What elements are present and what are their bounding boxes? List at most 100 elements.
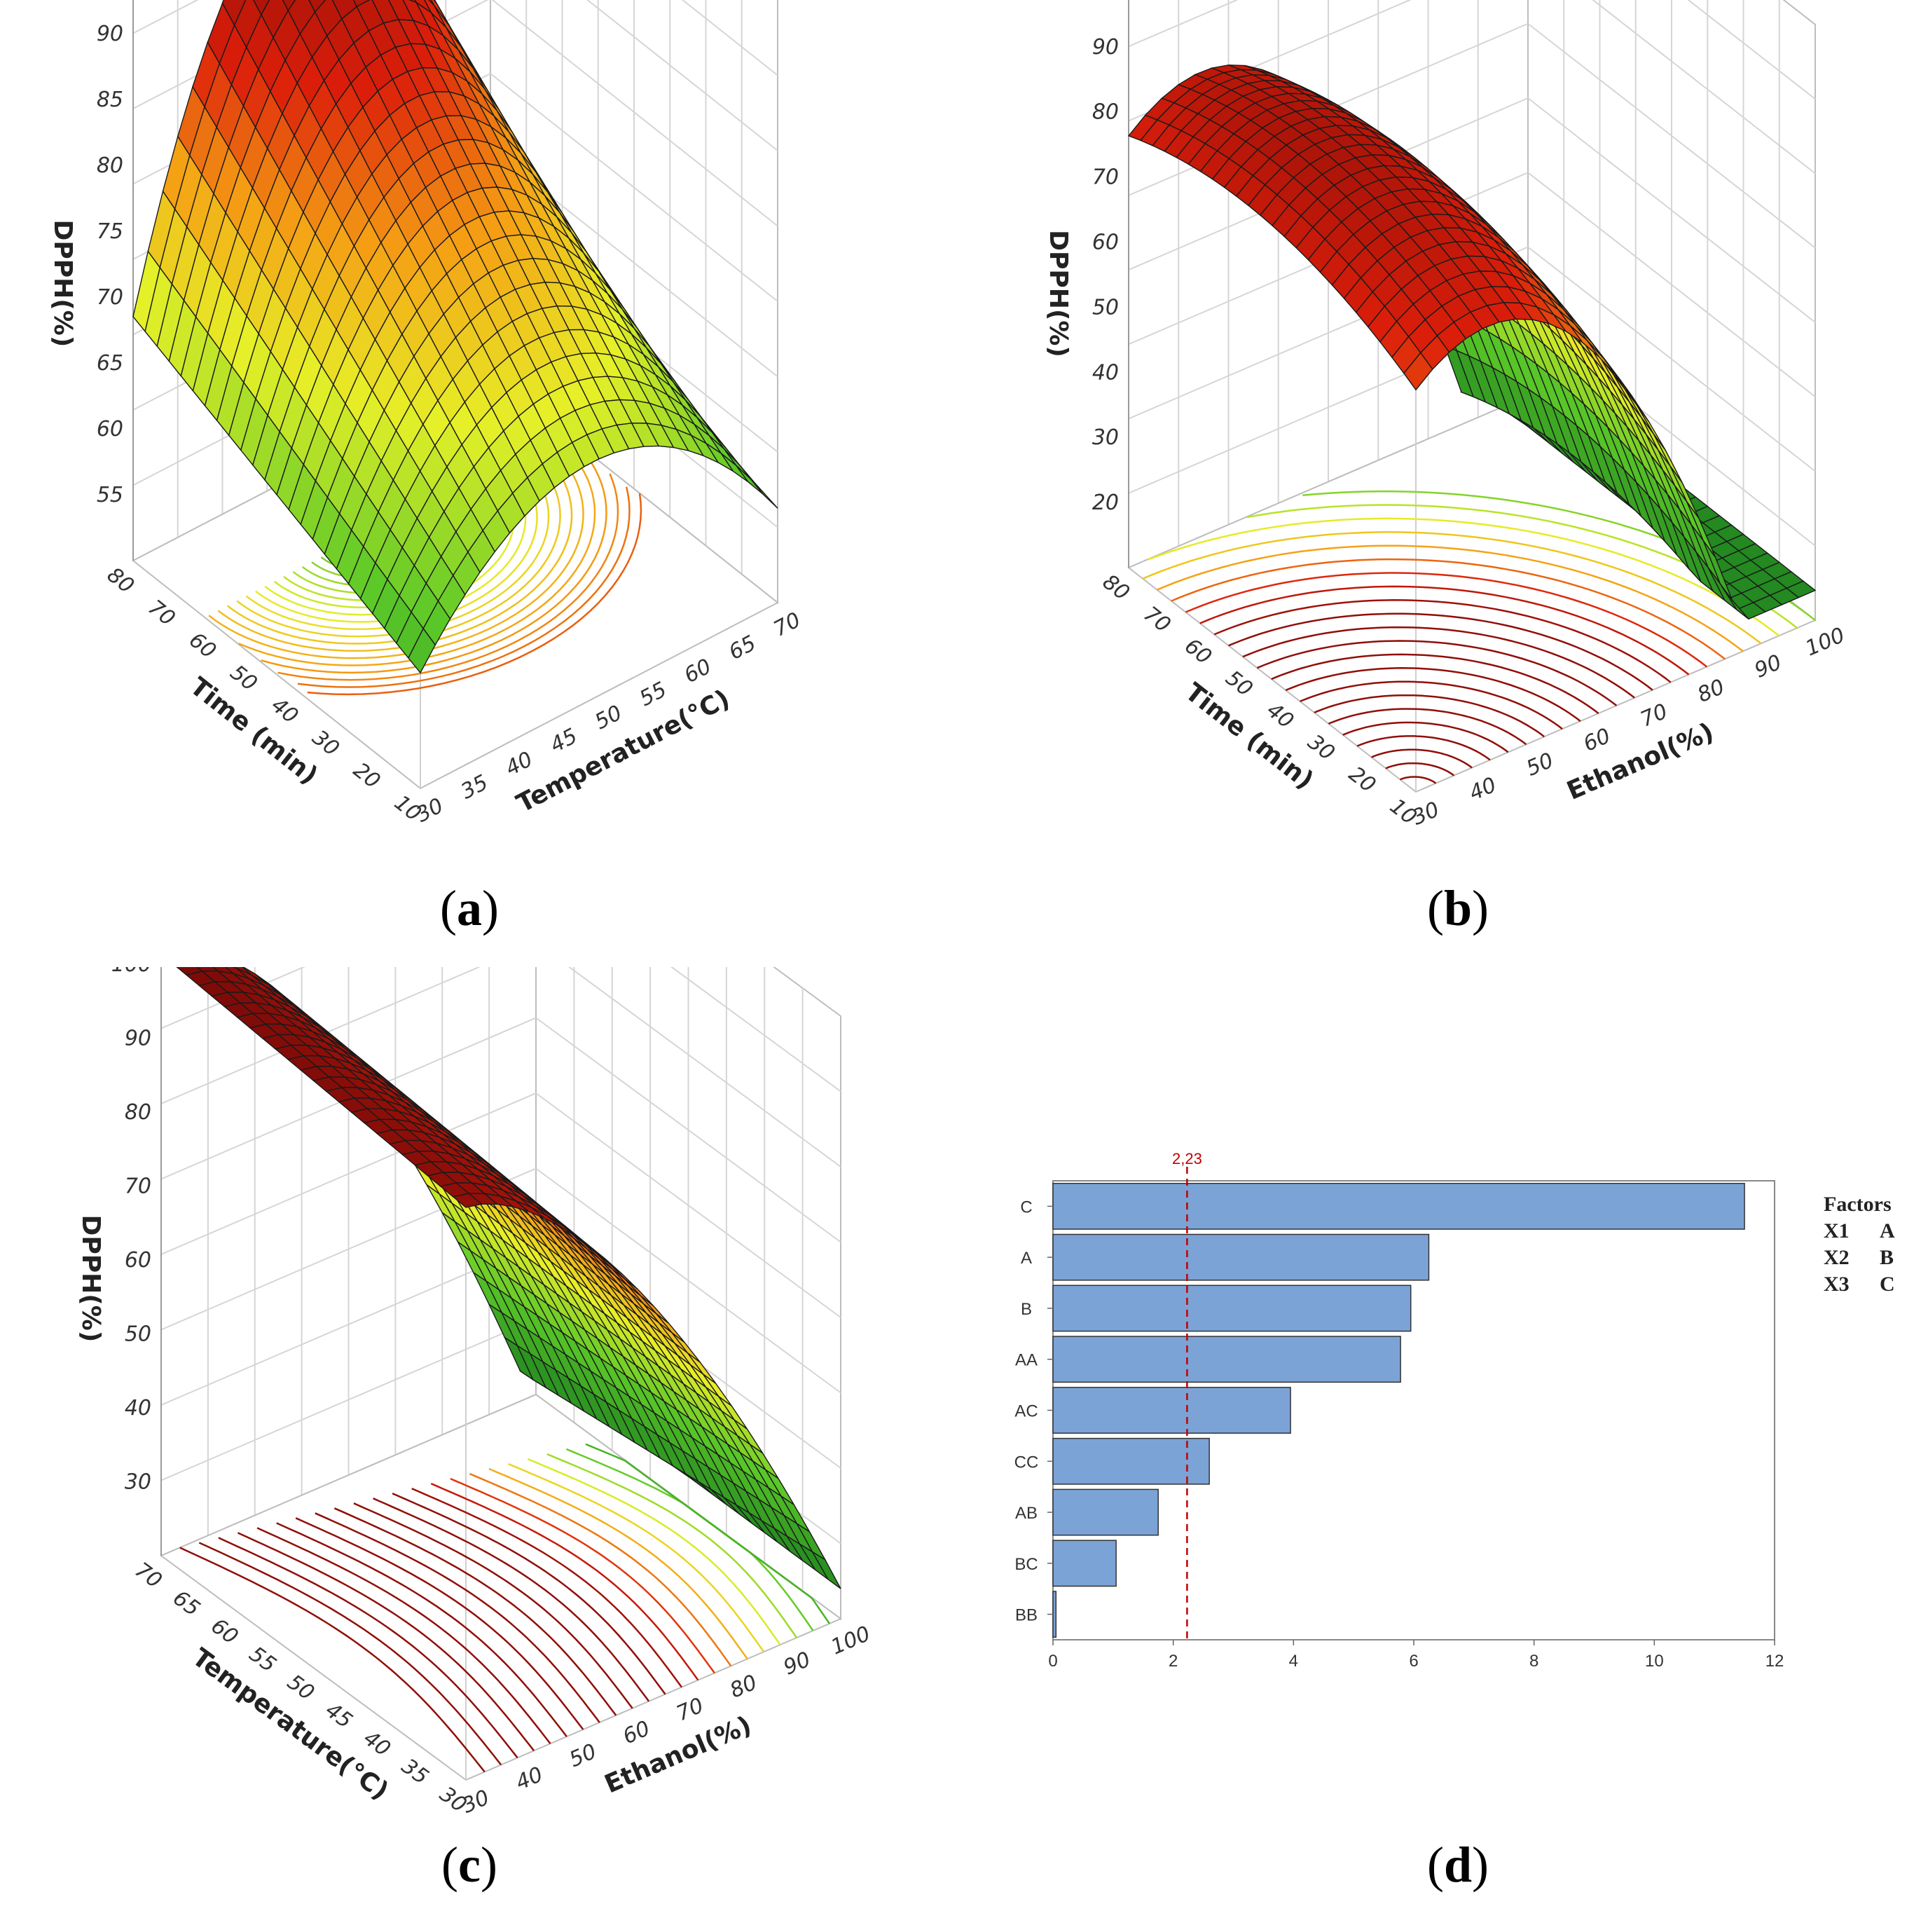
contour-line xyxy=(508,1462,765,1652)
left-tick-label: 45 xyxy=(321,1698,357,1734)
right-tick-label: 60 xyxy=(619,1716,654,1749)
contour-line xyxy=(236,455,550,638)
panel-a: 556065707580859095DPPH(%)102030405060708… xyxy=(0,0,960,967)
surface-patch xyxy=(1403,352,1433,391)
right-tick-label: 55 xyxy=(635,678,670,712)
y-axis: 2030405060708090100DPPH(%) xyxy=(1044,35,1119,515)
contour-line xyxy=(1157,544,1744,652)
surface-plot-c: 30405060708090100DPPH(%)3035404550556065… xyxy=(76,967,874,1818)
contour-line xyxy=(238,435,596,666)
x-tick-label: 12 xyxy=(1765,1652,1784,1671)
legend-title: Factors xyxy=(1824,1193,1892,1216)
category-label: BC xyxy=(1014,1555,1038,1574)
left-tick-label: 60 xyxy=(207,1614,243,1650)
legend-code: X3 xyxy=(1824,1273,1850,1296)
y-tick-label: 80 xyxy=(97,153,123,178)
contour-line xyxy=(1256,640,1618,706)
right-tick-label: 30 xyxy=(413,793,448,828)
pareto-bar xyxy=(1052,1336,1401,1383)
legend-factor: B xyxy=(1880,1246,1894,1269)
left-tick-label: 20 xyxy=(1344,762,1380,797)
right-tick-label: 70 xyxy=(770,608,805,642)
y-axis-title: DPPH(%) xyxy=(1044,230,1073,357)
x-tick-label: 6 xyxy=(1409,1652,1418,1671)
contour-line xyxy=(488,1467,748,1660)
left-tick-label: 30 xyxy=(308,725,344,761)
y-tick-label: 85 xyxy=(97,88,123,112)
contour-line xyxy=(277,473,619,681)
contour-line xyxy=(218,1537,518,1759)
right-tick-label: 40 xyxy=(1466,773,1500,806)
left-tick-label: 70 xyxy=(130,1558,167,1594)
y-tick-label: 90 xyxy=(97,22,123,46)
contour-line xyxy=(217,445,573,652)
left-tick-label: 50 xyxy=(226,660,262,696)
y-tick-label: 80 xyxy=(1092,100,1119,125)
contour-line xyxy=(353,1502,633,1709)
contour-line xyxy=(1356,735,1491,761)
contour-line xyxy=(307,493,642,696)
y-tick-label: 50 xyxy=(125,1322,151,1346)
contour-line xyxy=(333,1507,617,1716)
legend-row: X3 C xyxy=(1824,1271,1895,1298)
y-tick-label: 60 xyxy=(1092,231,1119,255)
category-label: AB xyxy=(1015,1504,1038,1523)
right-tick-label: 30 xyxy=(1409,797,1443,830)
caption-a: (a) xyxy=(440,880,499,936)
left-tick-label: 80 xyxy=(102,563,139,598)
surface-patch xyxy=(282,0,296,12)
contour-line xyxy=(1148,517,1780,637)
contour-line xyxy=(1228,612,1653,691)
pareto-bar xyxy=(1052,1488,1159,1536)
contour-line xyxy=(392,1493,666,1695)
y-tick-label: 30 xyxy=(125,1469,151,1494)
y-tick-label: 30 xyxy=(1092,425,1119,450)
y-tick-label: 90 xyxy=(125,1026,151,1050)
contour-line xyxy=(1328,708,1527,746)
legend-factor: C xyxy=(1880,1273,1895,1296)
pareto-bar xyxy=(1052,1182,1745,1230)
pareto-bar xyxy=(1052,1233,1430,1281)
contour-line xyxy=(1199,585,1690,676)
y-axis-title: DPPH(%) xyxy=(76,1215,105,1343)
y-tick-label: 80 xyxy=(125,1100,151,1125)
contour-line xyxy=(198,1542,502,1766)
contour-line xyxy=(527,1458,781,1645)
contour-line xyxy=(227,450,561,645)
contour-line xyxy=(256,1527,551,1744)
left-tick-label: 50 xyxy=(1221,666,1258,701)
surface-patch xyxy=(452,1193,483,1208)
right-tick-label: 90 xyxy=(1751,650,1785,683)
caption-b: (b) xyxy=(1426,880,1489,936)
right-tick-label: 80 xyxy=(1694,675,1728,708)
right-tick-label: 50 xyxy=(1523,748,1557,781)
category-label: A xyxy=(1021,1249,1032,1268)
contour-line xyxy=(1185,572,1708,668)
y-tick-label: 50 xyxy=(1092,295,1119,320)
panel-d: C A B AA AC CC AB BC BB 0 2 4 6 8 10 12 2,23 Factors X1 A… xyxy=(960,967,1921,1932)
left-tick-label: 35 xyxy=(397,1754,434,1790)
category-label: BB xyxy=(1015,1606,1038,1625)
y-tick-label: 40 xyxy=(1092,360,1119,385)
y-axis-title: DPPH(%) xyxy=(48,220,77,348)
legend-row: X2 B xyxy=(1824,1245,1895,1271)
left-tick-label: 80 xyxy=(1098,570,1134,605)
floor xyxy=(160,1393,842,1781)
right-tick-label: 65 xyxy=(725,631,760,665)
contour-line xyxy=(245,460,538,631)
response-surface xyxy=(1127,64,1817,620)
contour-line xyxy=(469,1472,732,1667)
contour-line xyxy=(179,1547,486,1773)
response-surface xyxy=(176,967,841,1589)
left-tick-label: 65 xyxy=(168,1586,205,1622)
x-tick-label: 10 xyxy=(1645,1652,1664,1671)
left-tick-label: 40 xyxy=(359,1726,395,1762)
left-tick-label: 30 xyxy=(1303,730,1340,766)
y-tick-label: 75 xyxy=(97,219,123,244)
y-tick-label: 65 xyxy=(97,351,123,376)
right-tick-label: 70 xyxy=(673,1693,708,1726)
surface-plot-a: 556065707580859095DPPH(%)102030405060708… xyxy=(48,0,805,828)
right-tick-label: 50 xyxy=(591,701,626,735)
caption-d: (d) xyxy=(1426,1837,1489,1893)
